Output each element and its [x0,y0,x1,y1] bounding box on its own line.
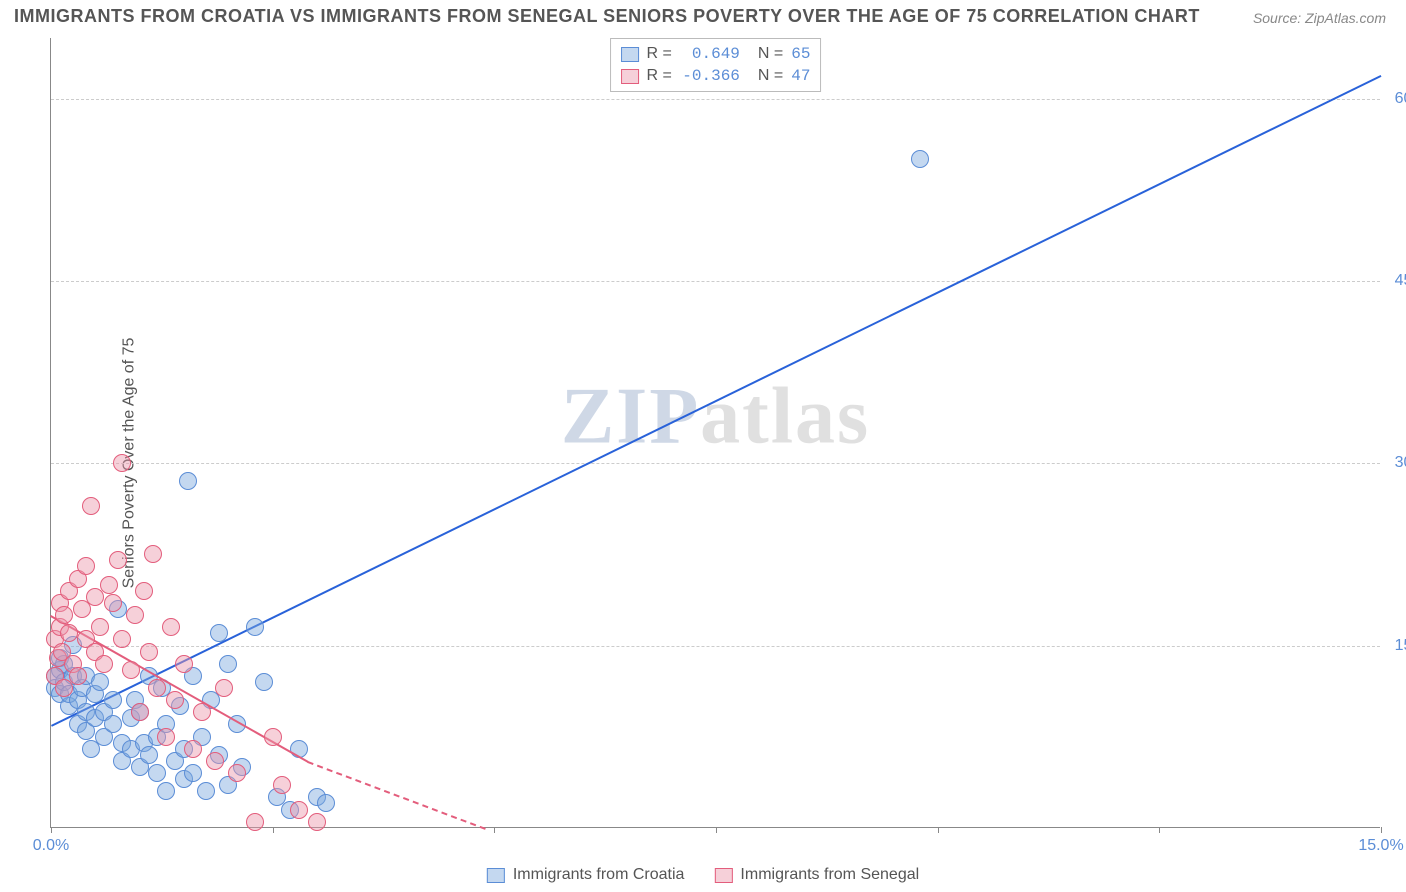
legend-row-senegal: R = -0.366 N = 47 [621,65,811,87]
scatter-point [135,582,153,600]
y-tick-label: 60.0% [1395,90,1406,108]
scatter-point [148,679,166,697]
gridline [51,463,1380,464]
scatter-point [82,497,100,515]
x-tick [51,827,52,833]
trend-line [307,761,485,830]
scatter-point [210,624,228,642]
y-tick-label: 30.0% [1395,454,1406,472]
scatter-point [162,618,180,636]
gridline [51,99,1380,100]
scatter-point [215,679,233,697]
scatter-point [317,794,335,812]
scatter-point [255,673,273,691]
scatter-point [126,606,144,624]
scatter-point [148,764,166,782]
gridline [51,281,1380,282]
correlation-legend: R = 0.649 N = 65 R = -0.366 N = 47 [610,38,822,92]
scatter-point [157,782,175,800]
x-tick [494,827,495,833]
scatter-point [184,764,202,782]
scatter-point [157,728,175,746]
y-tick-label: 45.0% [1395,272,1406,290]
watermark: ZIPatlas [561,371,870,462]
scatter-point [104,594,122,612]
x-tick-label: 0.0% [33,837,69,855]
source-label: Source: ZipAtlas.com [1253,10,1386,26]
scatter-point [122,661,140,679]
chart-container: Seniors Poverty Over the Age of 75 ZIPat… [0,34,1406,892]
scatter-point [77,557,95,575]
scatter-point [113,454,131,472]
scatter-point [100,576,118,594]
scatter-point [179,472,197,490]
swatch-croatia [621,47,639,62]
series-legend: Immigrants from Croatia Immigrants from … [487,866,919,884]
scatter-point [911,150,929,168]
scatter-point [206,752,224,770]
scatter-point [166,691,184,709]
chart-title: IMMIGRANTS FROM CROATIA VS IMMIGRANTS FR… [14,6,1200,27]
legend-row-croatia: R = 0.649 N = 65 [621,43,811,65]
scatter-point [140,643,158,661]
scatter-point [113,630,131,648]
scatter-point [175,655,193,673]
scatter-point [308,813,326,831]
scatter-point [131,703,149,721]
scatter-point [197,782,215,800]
x-tick [938,827,939,833]
x-tick [1381,827,1382,833]
swatch-croatia-icon [487,868,505,883]
scatter-point [91,618,109,636]
scatter-point [246,813,264,831]
gridline [51,646,1380,647]
y-tick-label: 15.0% [1395,637,1406,655]
swatch-senegal [621,69,639,84]
scatter-point [193,703,211,721]
scatter-point [104,691,122,709]
scatter-point [109,551,127,569]
scatter-point [184,740,202,758]
legend-item-senegal: Immigrants from Senegal [714,866,919,884]
scatter-point [95,655,113,673]
scatter-point [290,801,308,819]
x-tick [273,827,274,833]
scatter-point [228,764,246,782]
scatter-point [144,545,162,563]
scatter-point [69,667,87,685]
swatch-senegal-icon [714,868,732,883]
scatter-point [273,776,291,794]
scatter-point [104,715,122,733]
scatter-point [264,728,282,746]
x-tick-label: 15.0% [1358,837,1403,855]
x-tick [1159,827,1160,833]
scatter-point [140,746,158,764]
scatter-point [246,618,264,636]
legend-item-croatia: Immigrants from Croatia [487,866,685,884]
scatter-point [55,606,73,624]
x-tick [716,827,717,833]
scatter-point [91,673,109,691]
scatter-plot: ZIPatlas R = 0.649 N = 65 R = -0.366 N =… [50,38,1380,828]
scatter-point [60,624,78,642]
scatter-point [219,655,237,673]
